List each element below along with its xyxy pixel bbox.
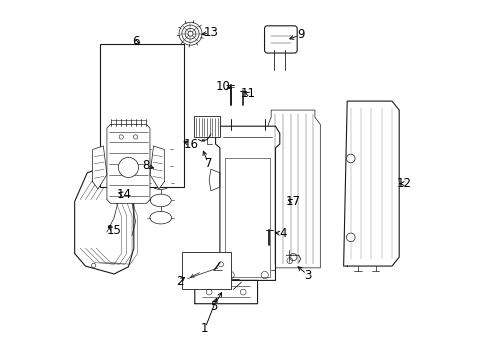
Text: 12: 12 [397, 177, 412, 190]
Bar [100, 44, 184, 187]
Ellipse shape [151, 160, 171, 172]
Polygon shape [343, 101, 399, 266]
Text: 4: 4 [279, 227, 286, 240]
Text: 7: 7 [205, 157, 212, 170]
Text: 17: 17 [286, 195, 301, 208]
Circle shape [346, 233, 355, 242]
Text: 2: 2 [176, 275, 183, 288]
Text: 11: 11 [241, 87, 256, 100]
Ellipse shape [150, 211, 172, 224]
FancyBboxPatch shape [265, 26, 297, 53]
Bar [194, 116, 220, 137]
Bar [182, 252, 231, 289]
Text: 8: 8 [143, 159, 150, 172]
Polygon shape [269, 110, 320, 268]
Text: 1: 1 [201, 322, 209, 335]
Text: 9: 9 [297, 28, 304, 41]
Circle shape [346, 154, 355, 163]
Polygon shape [195, 280, 258, 304]
Ellipse shape [150, 194, 171, 207]
Polygon shape [225, 158, 270, 277]
Polygon shape [93, 146, 107, 189]
Text: 14: 14 [116, 188, 131, 201]
Circle shape [119, 157, 139, 177]
Text: 3: 3 [304, 269, 312, 282]
Text: 6: 6 [132, 35, 139, 49]
Polygon shape [150, 146, 164, 189]
Text: 13: 13 [203, 27, 219, 40]
Ellipse shape [151, 177, 171, 189]
Polygon shape [107, 125, 150, 203]
Text: 10: 10 [216, 80, 231, 93]
Text: 5: 5 [210, 300, 218, 313]
Ellipse shape [151, 143, 170, 155]
Polygon shape [216, 126, 280, 280]
Circle shape [287, 258, 293, 264]
Text: 16: 16 [184, 138, 199, 150]
Text: 15: 15 [107, 224, 122, 237]
Polygon shape [74, 164, 134, 274]
